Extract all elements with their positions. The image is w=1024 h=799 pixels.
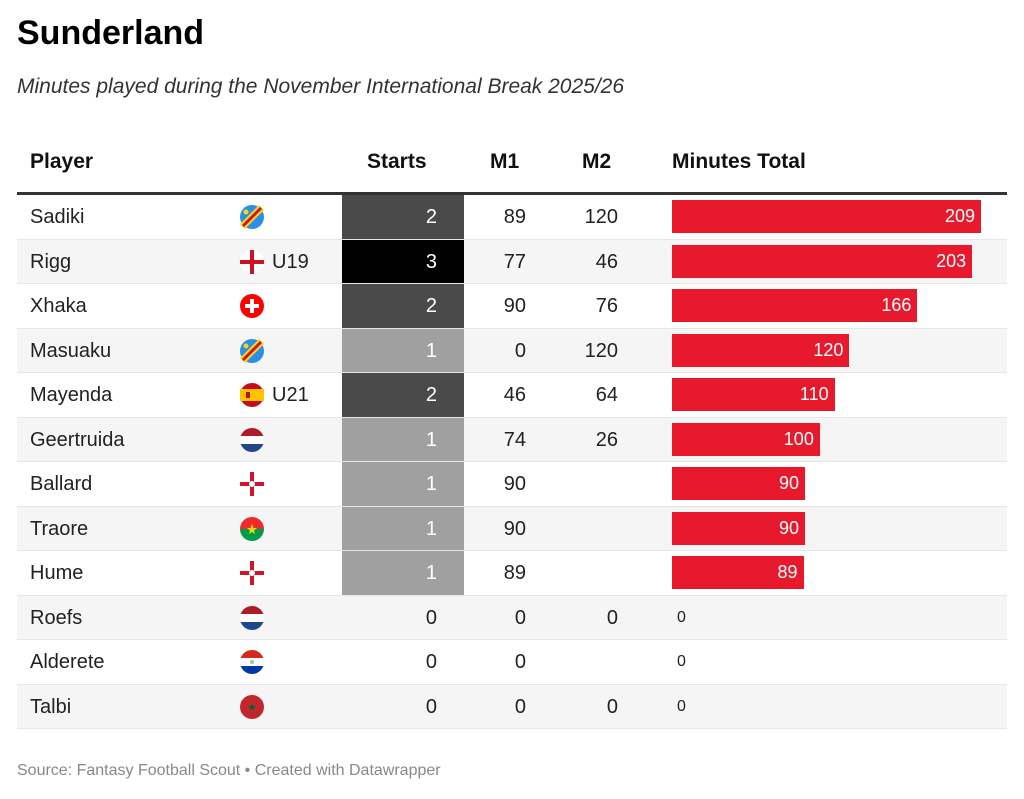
england-flag-icon (240, 249, 264, 274)
m1-cell: 0 (514, 651, 526, 673)
table-row: Traore 1 90 90 (17, 506, 1007, 551)
table-row: Sadiki 2 89 120 209 (17, 195, 1007, 240)
starts-cell: 1 (342, 506, 464, 550)
minutes-total-bar: 166 (672, 289, 918, 322)
m2-cell: 64 (595, 384, 618, 406)
netherlands-flag-icon (240, 427, 264, 452)
morocco-flag-icon (240, 694, 264, 719)
starts-cell: 3 (342, 239, 464, 283)
starts-cell: 1 (342, 551, 464, 595)
table-row: Roefs 0 0 0 0 (17, 595, 1007, 640)
m1-cell: 0 (514, 606, 526, 629)
m2-cell: 0 (606, 606, 618, 629)
minutes-table: Player Starts M1 M2 Minutes Total Sadiki… (17, 140, 1007, 729)
header-player[interactable]: Player (30, 150, 94, 173)
m1-cell: 90 (503, 473, 526, 495)
m1-cell: 0 (514, 339, 526, 362)
m2-cell: 0 (606, 695, 618, 718)
minutes-total-value: 0 (677, 608, 686, 626)
table-row: Ballard 1 90 90 (17, 462, 1007, 507)
table-body: Sadiki 2 89 120 209 Rigg U19 3 77 46 203 X… (17, 195, 1007, 729)
header-m2[interactable]: M2 (582, 150, 612, 173)
starts-cell: 0 (425, 695, 437, 718)
m2-cell: 26 (595, 428, 618, 451)
header-starts[interactable]: Starts (367, 150, 427, 173)
table-row: Hume 1 89 89 (17, 551, 1007, 596)
table-row: Talbi 0 0 0 0 (17, 684, 1007, 729)
netherlands-flag-icon (240, 605, 264, 630)
player-name: Geertruida (30, 428, 125, 451)
m2-cell: 76 (595, 295, 618, 317)
minutes-total-bar: 110 (672, 378, 835, 411)
m1-cell: 90 (503, 295, 526, 317)
player-name: Rigg (30, 250, 72, 273)
minutes-total-bar: 120 (672, 333, 850, 367)
starts-cell: 2 (342, 373, 464, 417)
chart-subtitle: Minutes played during the November Inter… (17, 75, 625, 98)
m2-cell: 120 (584, 339, 618, 362)
m1-cell: 89 (503, 206, 526, 228)
minutes-total-bar: 89 (672, 556, 804, 589)
minutes-total-bar: 100 (672, 422, 820, 456)
starts-cell: 1 (342, 462, 464, 506)
age-group-tag: U19 (272, 250, 309, 273)
m1-cell: 90 (503, 517, 526, 540)
minutes-total-bar: 90 (672, 467, 806, 500)
m1-cell: 46 (503, 384, 526, 406)
m1-cell: 77 (503, 250, 526, 273)
source-note: Source: Fantasy Football Scout • Created… (17, 762, 441, 779)
player-name: Mayenda (30, 384, 113, 406)
header-minutes-total[interactable]: Minutes Total (672, 150, 806, 173)
age-group-tag: U21 (272, 384, 309, 406)
m1-cell: 74 (503, 428, 526, 451)
m1-cell: 0 (514, 695, 526, 718)
starts-cell: 2 (342, 284, 464, 328)
paraguay-flag-icon (240, 650, 264, 674)
minutes-total-bar: 203 (672, 244, 973, 278)
switzerland-flag-icon (240, 294, 264, 318)
table-row: Rigg U19 3 77 46 203 (17, 239, 1007, 284)
table-row: Alderete 0 0 0 (17, 640, 1007, 685)
northern-ireland-flag-icon (240, 561, 264, 585)
burkina-faso-flag-icon (240, 516, 264, 541)
chart-title: Sunderland (17, 14, 205, 52)
player-name: Traore (30, 517, 89, 540)
dr-congo-flag-icon (240, 205, 264, 229)
starts-cell: 1 (342, 328, 464, 372)
player-name: Talbi (30, 695, 72, 718)
player-name: Xhaka (30, 295, 87, 317)
m1-cell: 89 (503, 562, 526, 584)
starts-cell: 0 (425, 651, 437, 673)
table-row: Xhaka 2 90 76 166 (17, 284, 1007, 329)
table-row: Masuaku 1 0 120 120 (17, 328, 1007, 373)
northern-ireland-flag-icon (240, 472, 264, 496)
minutes-total-value: 0 (677, 653, 686, 670)
table-header: Player Starts M1 M2 Minutes Total (17, 140, 1007, 195)
minutes-total-bar: 90 (672, 511, 806, 545)
player-name: Alderete (30, 651, 105, 673)
spain-flag-icon (240, 383, 264, 407)
player-name: Roefs (30, 606, 83, 629)
player-name: Hume (30, 562, 84, 584)
starts-cell: 2 (342, 195, 464, 239)
m2-cell: 120 (584, 206, 618, 228)
dr-congo-flag-icon (240, 338, 264, 363)
player-name: Sadiki (30, 206, 85, 228)
minutes-total-bar: 209 (672, 200, 981, 233)
starts-cell: 0 (425, 606, 437, 629)
starts-cell: 1 (342, 417, 464, 461)
table-row: Geertruida 1 74 26 100 (17, 417, 1007, 462)
minutes-total-value: 0 (677, 697, 686, 715)
table-row: Mayenda U21 2 46 64 110 (17, 373, 1007, 418)
header-m1[interactable]: M1 (490, 150, 520, 173)
player-name: Masuaku (30, 339, 112, 362)
player-name: Ballard (30, 473, 93, 495)
m2-cell: 46 (595, 250, 618, 273)
